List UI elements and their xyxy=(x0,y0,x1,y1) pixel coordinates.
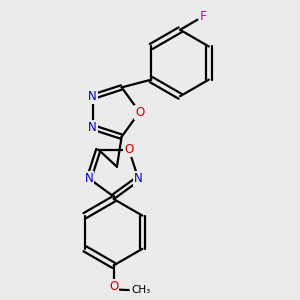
Text: O: O xyxy=(135,106,144,118)
Text: N: N xyxy=(85,172,93,185)
Text: N: N xyxy=(88,90,97,103)
Text: CH₃: CH₃ xyxy=(131,285,151,295)
Text: O: O xyxy=(124,143,134,156)
Text: O: O xyxy=(109,280,118,293)
Text: F: F xyxy=(200,10,207,23)
Text: N: N xyxy=(88,121,97,134)
Text: N: N xyxy=(134,172,143,185)
